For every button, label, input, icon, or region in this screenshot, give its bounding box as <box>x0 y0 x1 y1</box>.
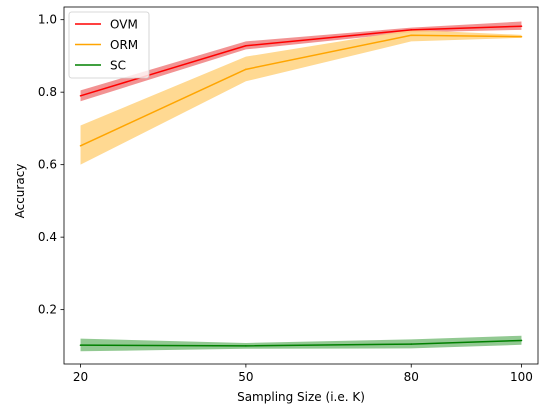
y-tick-label: 1.0 <box>38 13 57 27</box>
x-axis-label: Sampling Size (i.e. K) <box>237 390 365 404</box>
sc-point <box>520 339 523 342</box>
x-tick-label: 80 <box>404 370 419 384</box>
orm-band <box>80 29 522 165</box>
y-tick-label: 0.4 <box>38 230 57 244</box>
axes: 20 50 80 100 0.2 0.4 0.6 0.8 1.0 <box>38 6 539 384</box>
sc-band <box>80 335 522 352</box>
x-tick-label: 50 <box>238 370 253 384</box>
sc-point <box>245 345 247 347</box>
ovm-point <box>520 25 523 28</box>
ovm-band <box>80 21 522 102</box>
sc-line <box>80 339 522 347</box>
x-tick-label: 100 <box>510 370 533 384</box>
ovm-point <box>410 29 413 31</box>
orm-point <box>520 35 523 38</box>
legend-label-ovm: OVM <box>110 18 138 32</box>
x-tick-label: 20 <box>73 370 88 384</box>
legend-box <box>68 11 150 79</box>
legend: OVM ORM SC <box>68 11 150 79</box>
orm-point <box>79 145 82 147</box>
series-lines <box>79 25 523 347</box>
ovm-point <box>245 44 247 47</box>
ovm-point <box>79 95 82 97</box>
y-tick-label: 0.6 <box>38 158 57 172</box>
ovm-line <box>80 25 522 97</box>
y-tick-label: 0.2 <box>38 303 57 317</box>
confidence-bands <box>80 21 522 352</box>
y-axis-label: Accuracy <box>13 164 27 219</box>
y-tick-label: 0.8 <box>38 85 57 99</box>
legend-label-orm: ORM <box>110 38 138 52</box>
orm-point <box>245 68 247 71</box>
orm-point <box>410 34 413 37</box>
sc-point <box>410 343 413 345</box>
legend-label-sc: SC <box>110 59 126 73</box>
sc-point <box>79 344 82 346</box>
plot-frame <box>63 6 539 365</box>
orm-line <box>80 34 522 147</box>
